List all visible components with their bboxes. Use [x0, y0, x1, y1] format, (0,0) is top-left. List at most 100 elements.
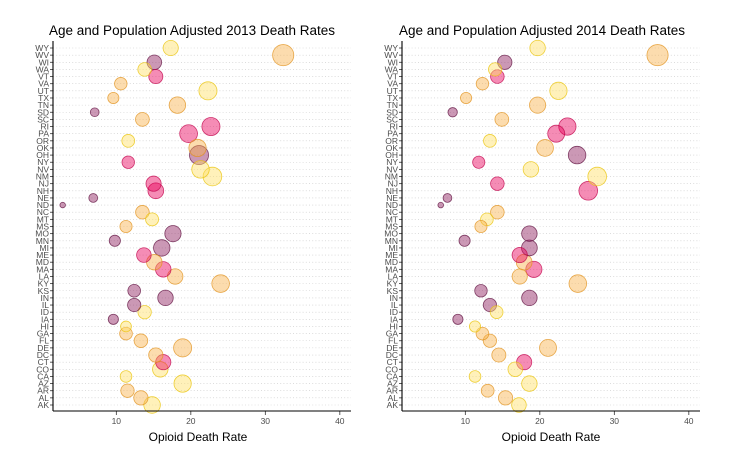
y-tick-label-ak-2014: AK: [387, 400, 399, 410]
x-tick-label-30-2013: 30: [261, 416, 271, 426]
data-point-sc-2014: [494, 112, 510, 127]
y-tick-label-ma-2013: MA: [36, 264, 49, 274]
data-point-tx-2014: [460, 91, 473, 104]
data-point-ne-2014: [442, 193, 453, 203]
y-tick-label-id-2013: ID: [41, 307, 50, 317]
y-tick-label-nj-2013: NJ: [39, 179, 49, 189]
y-tick-label-sd-2013: SD: [37, 107, 49, 117]
y-tick-label-oh-2014: OH: [385, 150, 398, 160]
y-tick-label-in-2014: IN: [390, 293, 399, 303]
y-tick-label-ne-2013: NE: [37, 193, 49, 203]
data-point-wv-2013: [272, 44, 295, 67]
y-tick-label-me-2013: ME: [36, 250, 49, 260]
y-tick-label-ar-2014: AR: [386, 386, 398, 396]
data-points-2013: [59, 40, 295, 414]
y-tick-label-ny-2014: NY: [386, 157, 398, 167]
data-point-ak-2014: [511, 397, 527, 413]
data-point-nm-2013: [202, 166, 223, 187]
y-tick-label-oh-2013: OH: [36, 150, 49, 160]
data-point-sc-2013: [135, 112, 150, 127]
y-tick-label-wa-2013: WA: [36, 64, 50, 74]
data-point-oh-2014: [567, 145, 587, 165]
data-point-co-2014: [507, 361, 523, 378]
y-tick-label-ri-2014: RI: [390, 122, 399, 132]
y-tick-label-la-2013: LA: [39, 271, 50, 281]
y-tick-label-in-2013: IN: [41, 293, 50, 303]
y-tick-label-nv-2014: NV: [386, 164, 398, 174]
x-tick-label-10-2014: 10: [461, 416, 471, 426]
x-tick-label-40-2014: 40: [684, 416, 694, 426]
y-tick-label-pa-2013: PA: [38, 129, 49, 139]
y-tick-label-ok-2014: OK: [386, 143, 399, 153]
data-point-in-2014: [521, 289, 538, 307]
data-point-ky-2014: [568, 274, 588, 293]
y-tick-label-wy-2014: WY: [384, 43, 398, 53]
data-point-ar-2014: [480, 383, 495, 398]
y-tick-label-vt-2013: VT: [38, 72, 49, 82]
data-point-la-2013: [167, 268, 184, 285]
y-tick-label-nd-2013: ND: [37, 200, 49, 210]
y-tick-label-vt-2014: VT: [387, 72, 398, 82]
y-tick-label-mi-2013: MI: [40, 243, 49, 253]
y-tick-label-tn-2013: TN: [38, 100, 49, 110]
y-tick-label-nm-2014: NM: [385, 172, 398, 182]
y-tick-label-nd-2014: ND: [386, 200, 398, 210]
y-tick-label-ca-2013: CA: [37, 371, 49, 381]
x-tick-label-30-2014: 30: [610, 416, 620, 426]
data-point-tn-2013: [168, 96, 187, 114]
y-tick-label-mo-2014: MO: [384, 229, 398, 239]
x-tick-label-20-2014: 20: [535, 416, 545, 426]
y-tick-label-az-2013: AZ: [38, 379, 49, 389]
data-point-me-2013: [136, 247, 152, 263]
data-point-ny-2014: [472, 155, 486, 169]
y-tick-label-va-2013: VA: [38, 79, 49, 89]
y-tick-label-fl-2013: FL: [39, 336, 49, 346]
data-point-or-2013: [121, 134, 136, 148]
chart-title-2014: Age and Population Adjusted 2014 Death R…: [399, 23, 685, 38]
data-point-al-2014: [498, 390, 514, 406]
data-point-wa-2014: [488, 62, 503, 77]
y-tick-label-pa-2014: PA: [387, 129, 398, 139]
y-tick-label-ar-2013: AR: [37, 386, 49, 396]
data-point-az-2013: [173, 374, 192, 393]
x-axis-label-2013: Opioid Death Rate: [149, 430, 248, 444]
y-tick-label-wi-2013: WI: [39, 57, 49, 67]
y-tick-label-de-2013: DE: [37, 343, 49, 353]
data-point-hi-2014: [469, 320, 482, 333]
data-point-va-2014: [475, 77, 490, 91]
data-point-nc-2014: [490, 205, 505, 220]
data-point-or-2014: [483, 134, 497, 148]
y-tick-label-ms-2013: MS: [36, 222, 49, 232]
data-point-ma-2013: [155, 261, 172, 278]
data-point-ms-2014: [474, 219, 488, 233]
y-tick-label-mo-2013: MO: [35, 229, 49, 239]
data-point-de-2014: [539, 338, 557, 357]
y-tick-label-il-2014: IL: [391, 300, 398, 310]
data-point-wi-2014: [497, 54, 513, 70]
data-point-la-2014: [511, 268, 528, 285]
y-tick-label-nj-2014: NJ: [388, 179, 398, 189]
data-point-nc-2013: [135, 205, 150, 220]
y-tick-label-ma-2014: MA: [385, 264, 398, 274]
y-tick-label-nc-2014: NC: [386, 207, 398, 217]
data-point-nj-2013: [145, 175, 162, 192]
data-point-pa-2014: [547, 124, 566, 143]
y-tick-label-la-2014: LA: [388, 271, 399, 281]
y-tick-label-sd-2014: SD: [386, 107, 398, 117]
data-point-hi-2013: [120, 320, 132, 333]
data-point-wa-2013: [137, 62, 152, 77]
y-tick-label-ga-2014: GA: [386, 329, 399, 339]
y-tick-label-fl-2014: FL: [388, 336, 398, 346]
data-point-il-2013: [127, 297, 142, 313]
data-point-in-2013: [157, 289, 174, 307]
data-point-nj-2014: [490, 176, 505, 191]
data-point-mo-2014: [521, 225, 538, 242]
y-tick-label-nh-2014: NH: [386, 186, 398, 196]
data-point-ia-2014: [452, 313, 464, 325]
y-tick-label-de-2014: DE: [386, 343, 398, 353]
data-point-tx-2013: [107, 91, 120, 104]
data-point-tn-2014: [529, 96, 547, 114]
data-point-ms-2013: [119, 219, 133, 233]
y-tick-label-ok-2013: OK: [37, 143, 50, 153]
y-tick-label-tx-2014: TX: [387, 93, 398, 103]
